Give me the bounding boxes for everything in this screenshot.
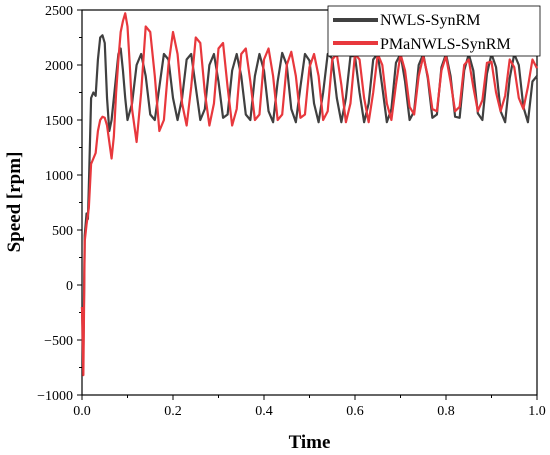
y-tick-label: 1500: [45, 114, 73, 129]
y-tick-label: 500: [52, 224, 73, 239]
y-tick-label: 2000: [45, 59, 73, 74]
x-tick-label: 0.6: [346, 404, 364, 419]
x-tick-label: 0.4: [255, 404, 273, 419]
y-tick-label: −1000: [37, 389, 73, 404]
x-axis-ticks: 0.0 0.2 0.4 0.6 0.8 1.0: [73, 395, 546, 419]
x-tick-label: 0.0: [73, 404, 91, 419]
x-tick-label: 0.2: [164, 404, 182, 419]
y-tick-label: −500: [44, 334, 73, 349]
legend: NWLS-SynRM PMaNWLS-SynRM: [327, 5, 541, 57]
legend-label-pmanwls: PMaNWLS-SynRM: [380, 36, 511, 53]
y-axis-title: Speed [rpm]: [4, 152, 25, 253]
y-axis-ticks: −1000 −500 0 500 1000 1500 2000 2500: [37, 4, 82, 404]
x-tick-label: 1.0: [528, 404, 546, 419]
legend-box: [327, 5, 541, 57]
series-line-nwls: [80, 34, 538, 353]
x-tick-label: 0.8: [437, 404, 455, 419]
x-axis-title: Time: [289, 432, 331, 453]
y-tick-label: 0: [66, 279, 73, 294]
y-tick-label: 1000: [45, 169, 73, 184]
series-line-pmanwls: [80, 12, 538, 377]
legend-label-nwls: NWLS-SynRM: [380, 12, 480, 29]
y-tick-label: 2500: [45, 4, 73, 19]
series-lines: [80, 12, 538, 377]
